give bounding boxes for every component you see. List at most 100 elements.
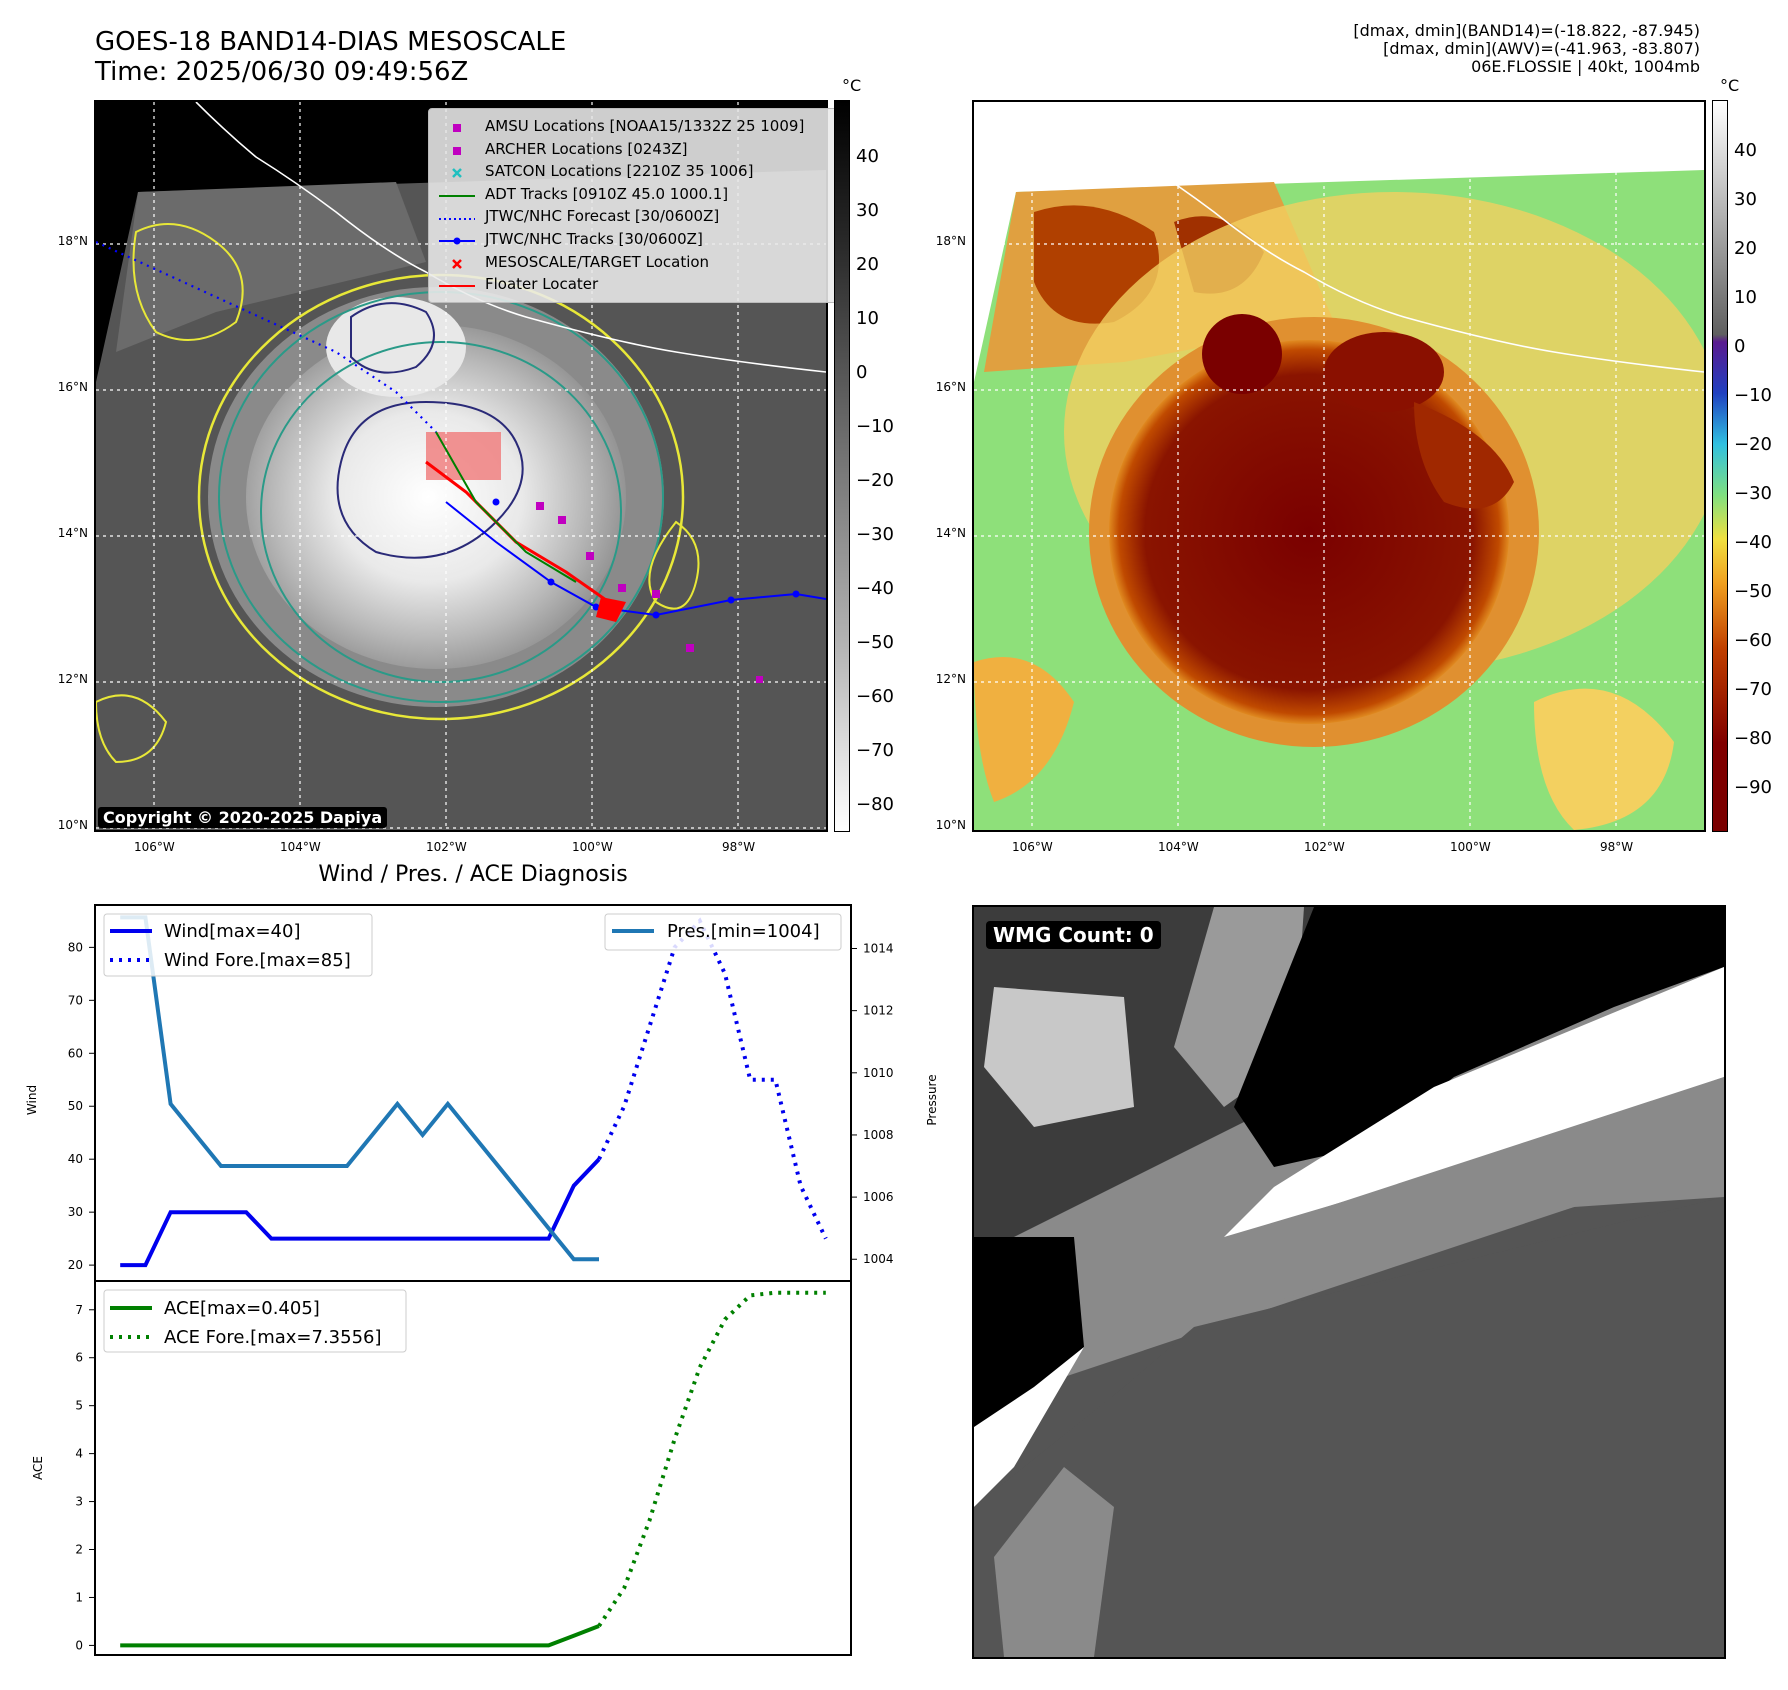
lon-label: 98°W [1600, 840, 1634, 854]
colorbar-tick: 30 [1734, 189, 1757, 210]
color-ir-map [972, 100, 1706, 832]
best-track [445, 501, 826, 617]
legend-label: SATCON Locations [2210Z 35 1006] [485, 162, 754, 181]
floater-box [426, 432, 501, 480]
pressure-axis-label: Pressure [925, 1074, 939, 1125]
legend-label: Pres.[min=1004] [667, 921, 820, 942]
ir-map-svg [96, 102, 826, 830]
colorbar-tick: 20 [1734, 238, 1757, 259]
lon-label: 102°W [1304, 840, 1345, 854]
wmg-dark-gray [974, 1197, 1724, 1657]
tick-label: 1 [75, 1590, 83, 1604]
tick-label: 1004 [863, 1252, 894, 1266]
wmg-light-region [984, 987, 1134, 1127]
contour-yellow-e [648, 520, 700, 610]
coastline [1073, 102, 1704, 373]
colorbar-tick: −80 [1734, 728, 1772, 749]
colorbar-tick: 30 [856, 200, 879, 221]
color-se-band [1534, 688, 1674, 830]
legend-item-forecast: JTWC/NHC Forecast [30/0600Z] [437, 205, 829, 228]
tick-label: 5 [75, 1399, 83, 1413]
legend-label: ARCHER Locations [0243Z] [485, 139, 688, 158]
diagnosis-title: Wind / Pres. / ACE Diagnosis [318, 862, 628, 887]
lat-label: 12°N [935, 672, 966, 686]
colorbar-tick: 0 [1734, 336, 1746, 357]
best-track-points [492, 498, 800, 619]
colorbar-tick: −50 [856, 632, 894, 653]
title-line-1: GOES-18 BAND14-DIAS MESOSCALE [95, 27, 567, 57]
ir-cdo [246, 325, 626, 669]
pressure-series-line [120, 915, 599, 1262]
colorbar-tick: −10 [1734, 385, 1772, 406]
lat-label: 14°N [935, 526, 966, 540]
tick-label: 70 [68, 993, 83, 1007]
legend-square-marker [437, 119, 477, 133]
tick-label: 6 [75, 1351, 83, 1365]
wind-forecast-series-line [597, 917, 828, 1240]
legend-square-marker [437, 142, 477, 156]
colorbar-tick: −30 [1734, 483, 1772, 504]
lat-label: 18°N [57, 234, 88, 248]
lat-label: 12°N [57, 672, 88, 686]
tick-label: 30 [68, 1205, 83, 1219]
legend-line-dot-marker [437, 232, 477, 246]
colorbar-tick: −30 [856, 524, 894, 545]
stats-line-2: [dmax, dmin](AWV)=(-41.963, -83.807) [1383, 39, 1700, 58]
legend-x-marker [437, 255, 477, 269]
lon-label: 100°W [1450, 840, 1491, 854]
color-lon-labels: 106°W 104°W 102°W 100°W 98°W [972, 840, 1706, 860]
amsu-markers [536, 502, 763, 683]
map-gridlines [974, 102, 1704, 830]
stats-header: [dmax, dmin](BAND14)=(-18.822, -87.945) … [1353, 22, 1700, 76]
colorbar-tick: 10 [1734, 287, 1757, 308]
color-north-blob [1202, 314, 1282, 394]
legend-item-tracks: JTWC/NHC Tracks [30/0600Z] [437, 228, 829, 251]
wind-legend: Wind[max=40] Wind Fore.[max=85] [103, 913, 373, 977]
lon-label: 104°W [280, 840, 321, 854]
gray-colorbar-unit: °C [842, 76, 862, 95]
color-inner-storm [1109, 340, 1509, 724]
legend-item-floater: Floater Locater [437, 273, 829, 296]
wmg-white-left [974, 1347, 1084, 1507]
legend-label: AMSU Locations [NOAA15/1332Z 25 1009] [485, 117, 805, 135]
ace-series-line [120, 1624, 600, 1648]
ace-legend: ACE[max=0.405] ACE Fore.[max=7.3556] [103, 1289, 407, 1353]
color-ne-blob [1324, 332, 1444, 412]
lon-label: 106°W [134, 840, 175, 854]
tick-label: 20 [68, 1258, 83, 1272]
lon-label: 100°W [572, 840, 613, 854]
legend-item-adt: ADT Tracks [0910Z 45.0 1000.1] [437, 183, 829, 206]
pressure-legend: Pres.[min=1004] [604, 913, 842, 951]
wmg-black-region [1234, 907, 1724, 1167]
colorbar-tick: 20 [856, 254, 879, 275]
lat-label: 16°N [935, 380, 966, 394]
legend-item-archer: ARCHER Locations [0243Z] [437, 138, 829, 161]
tick-label: 1012 [863, 1004, 894, 1018]
color-colorbar-ticks: 40 30 20 10 0 −10 −20 −30 −40 −50 −60 −7… [1734, 100, 1784, 832]
tick-label: 3 [75, 1495, 83, 1509]
wmg-white-band [1224, 967, 1724, 1237]
contour-yellow-sw [96, 694, 168, 764]
colorbar-tick: 40 [1734, 140, 1757, 161]
legend-label: JTWC/NHC Tracks [30/0600Z] [485, 229, 703, 248]
colorbar-tick: −40 [856, 578, 894, 599]
map-legend: AMSU Locations [NOAA15/1332Z 25 1009] AR… [428, 108, 838, 303]
lon-label: 104°W [1158, 840, 1199, 854]
legend-label: MESOSCALE/TARGET Location [485, 252, 710, 271]
color-colorbar-unit: °C [1720, 76, 1740, 95]
stats-line-3: 06E.FLOSSIE | 40kt, 1004mb [1471, 57, 1700, 76]
legend-label: ACE[max=0.405] [164, 1298, 320, 1319]
colorbar-tick: −50 [1734, 581, 1772, 602]
legend-label: Wind[max=40] [164, 921, 301, 942]
colorbar-tick: −10 [856, 416, 894, 437]
lat-label: 16°N [57, 380, 88, 394]
tick-label: 80 [68, 940, 83, 954]
wmg-black-left [974, 1237, 1084, 1427]
legend-dotted-marker [437, 210, 477, 224]
wmg-panel: WMG Count: 0 [972, 905, 1726, 1659]
tick-label: 40 [68, 1152, 83, 1166]
colorbar-tick: −40 [1734, 532, 1772, 553]
contour-navy [336, 400, 524, 559]
ir-lat-labels: 18°N 16°N 14°N 12°N 10°N [40, 100, 90, 832]
